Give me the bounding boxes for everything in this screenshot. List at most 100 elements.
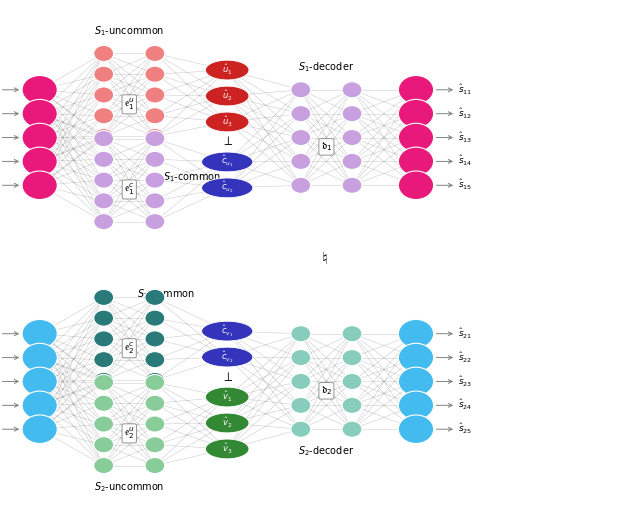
Circle shape — [342, 374, 362, 389]
Text: $S_2\text{-uncommon}$: $S_2\text{-uncommon}$ — [94, 480, 164, 494]
Circle shape — [145, 45, 165, 61]
Circle shape — [94, 152, 114, 168]
Circle shape — [145, 193, 165, 209]
Circle shape — [94, 172, 114, 188]
Circle shape — [145, 152, 165, 168]
Circle shape — [145, 290, 165, 305]
Circle shape — [291, 177, 311, 193]
Text: $\hat{u}_3$: $\hat{u}_3$ — [222, 115, 232, 129]
Circle shape — [145, 375, 165, 390]
Ellipse shape — [202, 321, 253, 341]
Circle shape — [145, 352, 165, 367]
Circle shape — [398, 391, 434, 419]
Circle shape — [342, 105, 362, 122]
Text: $\hat{c}_{u_1}$: $\hat{c}_{u_1}$ — [221, 154, 234, 170]
Circle shape — [398, 171, 434, 199]
Circle shape — [398, 319, 434, 348]
Text: $S_2\text{-decoder}$: $S_2\text{-decoder}$ — [298, 444, 355, 458]
Circle shape — [145, 87, 165, 103]
Circle shape — [398, 367, 434, 395]
Circle shape — [291, 129, 311, 146]
Circle shape — [342, 154, 362, 170]
Circle shape — [291, 374, 311, 389]
Text: $\hat{s}_{14}$: $\hat{s}_{14}$ — [458, 154, 472, 169]
Circle shape — [94, 458, 114, 473]
Ellipse shape — [205, 112, 249, 132]
Text: $\mathfrak{e}_2^u$: $\mathfrak{e}_2^u$ — [124, 426, 134, 441]
Text: $\natural$: $\natural$ — [321, 251, 327, 268]
Circle shape — [291, 350, 311, 365]
Text: $S_1\text{-common}$: $S_1\text{-common}$ — [163, 170, 221, 184]
Text: $\hat{v}_1$: $\hat{v}_1$ — [222, 390, 232, 404]
Circle shape — [291, 154, 311, 170]
Circle shape — [94, 375, 114, 390]
Text: $\hat{s}_{13}$: $\hat{s}_{13}$ — [458, 130, 472, 145]
Circle shape — [145, 373, 165, 388]
Circle shape — [94, 128, 114, 144]
Text: $\hat{s}_{12}$: $\hat{s}_{12}$ — [458, 106, 472, 121]
Circle shape — [22, 367, 58, 395]
Circle shape — [291, 421, 311, 437]
Circle shape — [94, 331, 114, 347]
Circle shape — [94, 193, 114, 209]
Text: $\hat{s}_{25}$: $\hat{s}_{25}$ — [458, 422, 472, 436]
Text: $\hat{u}_2$: $\hat{u}_2$ — [222, 89, 232, 103]
Text: $\hat{c}_{u_2}$: $\hat{c}_{u_2}$ — [221, 180, 234, 196]
Circle shape — [145, 107, 165, 124]
Circle shape — [94, 395, 114, 411]
Circle shape — [145, 130, 165, 146]
Circle shape — [145, 310, 165, 326]
Text: $\hat{v}_2$: $\hat{v}_2$ — [222, 416, 232, 430]
Circle shape — [94, 416, 114, 432]
Text: $\hat{s}_{24}$: $\hat{s}_{24}$ — [458, 398, 472, 413]
Circle shape — [145, 214, 165, 230]
Text: $\hat{s}_{21}$: $\hat{s}_{21}$ — [458, 326, 472, 341]
Circle shape — [145, 436, 165, 453]
Ellipse shape — [202, 347, 253, 367]
Circle shape — [22, 75, 58, 104]
Circle shape — [291, 105, 311, 122]
Ellipse shape — [202, 152, 253, 172]
Circle shape — [145, 128, 165, 144]
Circle shape — [342, 398, 362, 413]
Text: $\mathfrak{e}_2^c$: $\mathfrak{e}_2^c$ — [124, 340, 134, 356]
Ellipse shape — [205, 413, 249, 433]
Circle shape — [342, 81, 362, 98]
Text: $\mathfrak{e}_1^c$: $\mathfrak{e}_1^c$ — [124, 182, 134, 197]
Circle shape — [22, 344, 58, 372]
Circle shape — [94, 214, 114, 230]
Text: $\hat{s}_{11}$: $\hat{s}_{11}$ — [458, 83, 472, 97]
Ellipse shape — [205, 86, 249, 106]
Circle shape — [145, 331, 165, 347]
Circle shape — [94, 87, 114, 103]
Circle shape — [22, 319, 58, 348]
Circle shape — [94, 373, 114, 388]
Text: $S_2\text{-common}$: $S_2\text{-common}$ — [137, 288, 195, 301]
Circle shape — [94, 310, 114, 326]
Circle shape — [94, 45, 114, 61]
Circle shape — [94, 130, 114, 146]
Text: $\hat{s}_{23}$: $\hat{s}_{23}$ — [458, 374, 472, 389]
Circle shape — [398, 100, 434, 128]
Circle shape — [94, 352, 114, 367]
Text: $\perp$: $\perp$ — [221, 135, 234, 148]
Text: $\hat{v}_3$: $\hat{v}_3$ — [222, 442, 232, 456]
Circle shape — [22, 147, 58, 175]
Circle shape — [145, 395, 165, 411]
Circle shape — [22, 123, 58, 152]
Circle shape — [22, 415, 58, 443]
Ellipse shape — [205, 60, 249, 80]
Circle shape — [145, 172, 165, 188]
Text: $\hat{c}_{v_2}$: $\hat{c}_{v_2}$ — [221, 349, 234, 365]
Circle shape — [94, 290, 114, 305]
Circle shape — [398, 75, 434, 104]
Circle shape — [291, 81, 311, 98]
Circle shape — [145, 458, 165, 473]
Circle shape — [291, 398, 311, 413]
Circle shape — [291, 326, 311, 342]
Circle shape — [342, 177, 362, 193]
Text: $\perp$: $\perp$ — [221, 371, 234, 384]
Ellipse shape — [202, 178, 253, 198]
Text: $S_1\text{-decoder}$: $S_1\text{-decoder}$ — [298, 60, 355, 74]
Text: $S_1\text{-uncommon}$: $S_1\text{-uncommon}$ — [94, 24, 164, 38]
